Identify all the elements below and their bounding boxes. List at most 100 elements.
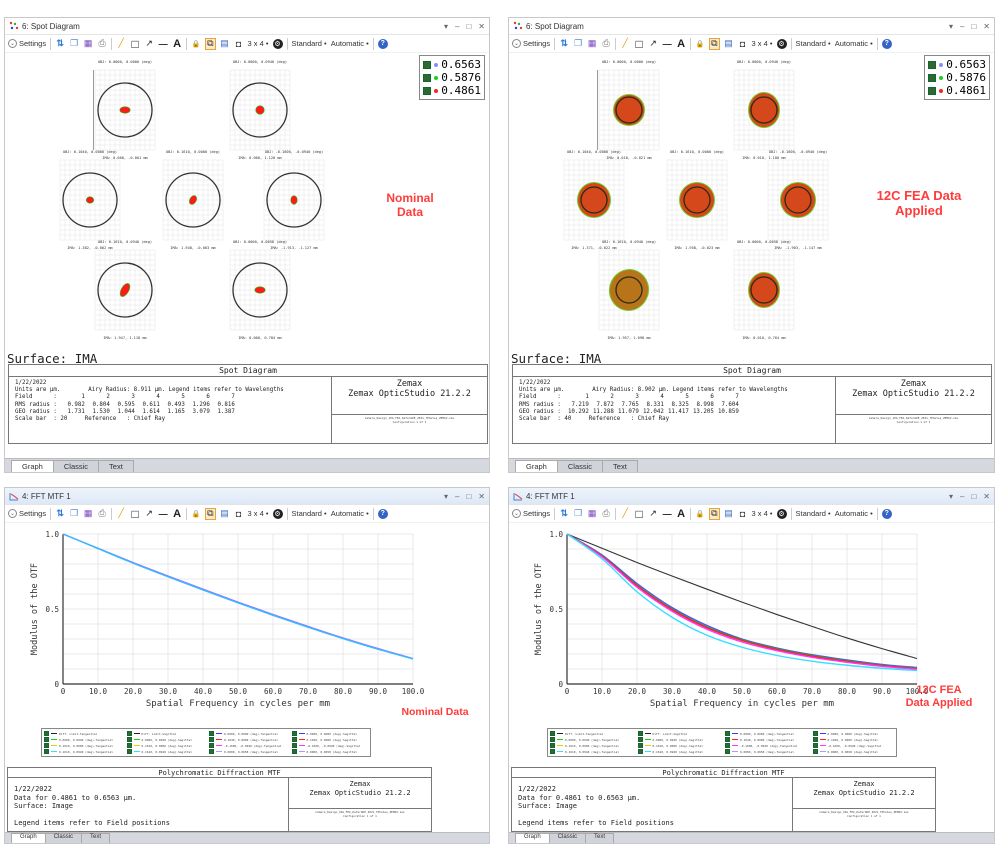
legend-checkbox[interactable] [209, 737, 214, 742]
layout-icon[interactable]: ▤ [220, 38, 229, 48]
save-icon[interactable]: ▦ [587, 508, 597, 518]
gear-icon[interactable]: ⚙ [776, 38, 787, 49]
gear-icon[interactable]: ⚙ [776, 508, 787, 519]
refresh-icon[interactable]: ⇅ [560, 508, 568, 518]
minimize-icon[interactable]: – [960, 21, 965, 31]
tab-text[interactable]: Text [98, 460, 134, 472]
tab-graph[interactable]: Graph [11, 460, 54, 472]
tab-graph[interactable]: Graph [11, 833, 46, 843]
print-icon[interactable]: ⎙ [98, 508, 106, 518]
close-icon[interactable]: ✕ [478, 21, 485, 31]
fit-window-icon[interactable]: ⧉ [205, 37, 216, 50]
fit-window-icon[interactable]: ⧉ [205, 507, 216, 520]
standard-select[interactable]: Standard • [795, 39, 831, 48]
legend-checkbox[interactable] [423, 73, 432, 82]
settings-button[interactable]: ⌄ Settings [512, 509, 550, 518]
tab-text[interactable]: Text [602, 460, 638, 472]
camera-icon[interactable]: ◘ [739, 38, 746, 49]
pencil-icon[interactable]: ╱ [118, 508, 124, 518]
text-icon[interactable]: A [677, 507, 686, 520]
legend-checkbox[interactable] [812, 731, 818, 736]
text-icon[interactable]: A [173, 507, 182, 520]
legend-checkbox[interactable] [812, 737, 818, 742]
legend-checkbox[interactable] [550, 737, 555, 742]
gear-icon[interactable]: ⚙ [272, 38, 283, 49]
window-titlebar[interactable]: 6: Spot Diagram ▾ – □ ✕ [509, 18, 994, 35]
legend-checkbox[interactable] [423, 86, 432, 95]
copy-icon[interactable]: ❐ [574, 38, 583, 48]
legend-checkbox[interactable] [209, 743, 214, 748]
close-icon[interactable]: ✕ [983, 491, 990, 501]
automatic-select[interactable]: Automatic • [330, 39, 369, 48]
close-icon[interactable]: ✕ [478, 491, 485, 501]
save-icon[interactable]: ▦ [83, 38, 93, 48]
fit-window-icon[interactable]: ⧉ [709, 507, 720, 520]
layout-select[interactable]: 3 x 4 • [751, 39, 773, 48]
copy-icon[interactable]: ❐ [70, 38, 79, 48]
help-icon[interactable]: ? [377, 38, 388, 49]
settings-button[interactable]: ⌄ Settings [512, 39, 550, 48]
pencil-icon[interactable]: ╱ [622, 38, 628, 48]
legend-checkbox[interactable] [812, 749, 818, 754]
legend-checkbox[interactable] [291, 749, 297, 754]
pencil-icon[interactable]: ╱ [118, 38, 124, 48]
print-icon[interactable]: ⎙ [602, 508, 610, 518]
dropdown-icon[interactable]: ▾ [443, 491, 448, 501]
automatic-select[interactable]: Automatic • [330, 509, 369, 518]
legend-checkbox[interactable] [44, 743, 49, 748]
help-icon[interactable]: ? [377, 508, 388, 519]
tab-graph[interactable]: Graph [515, 460, 558, 472]
save-icon[interactable]: ▦ [587, 38, 597, 48]
layout-select[interactable]: 3 x 4 • [247, 509, 269, 518]
tab-classic[interactable]: Classic [548, 833, 587, 843]
legend-checkbox[interactable] [928, 60, 937, 69]
dropdown-icon[interactable]: ▾ [948, 21, 953, 31]
tab-classic[interactable]: Classic [44, 833, 83, 843]
legend-checkbox[interactable] [725, 731, 730, 736]
window-titlebar[interactable]: 4: FFT MTF 1 ▾ – □ ✕ [5, 488, 489, 505]
settings-button[interactable]: ⌄ Settings [8, 39, 46, 48]
legend-checkbox[interactable] [812, 743, 818, 748]
save-icon[interactable]: ▦ [83, 508, 93, 518]
dropdown-icon[interactable]: ▾ [443, 21, 448, 31]
legend-checkbox[interactable] [725, 737, 730, 742]
refresh-icon[interactable]: ⇅ [56, 38, 64, 48]
camera-icon[interactable]: ◘ [235, 38, 242, 49]
legend-checkbox[interactable] [44, 737, 49, 742]
legend-checkbox[interactable] [550, 731, 555, 736]
minimize-icon[interactable]: – [455, 491, 460, 501]
dropdown-icon[interactable]: ▾ [948, 491, 953, 501]
line-icon[interactable]: ↗ [145, 38, 153, 48]
bar-icon[interactable]: — [158, 38, 168, 49]
copy-icon[interactable]: ❐ [70, 508, 79, 518]
line-icon[interactable]: ↗ [649, 38, 657, 48]
tab-classic[interactable]: Classic [556, 460, 604, 472]
bar-icon[interactable]: — [662, 38, 672, 49]
automatic-select[interactable]: Automatic • [834, 39, 873, 48]
standard-select[interactable]: Standard • [291, 39, 327, 48]
camera-icon[interactable]: ◘ [235, 508, 242, 519]
legend-checkbox[interactable] [291, 743, 297, 748]
maximize-icon[interactable]: □ [971, 21, 977, 31]
rectangle-icon[interactable]: □ [131, 506, 139, 521]
line-icon[interactable]: ↗ [145, 508, 153, 518]
settings-button[interactable]: ⌄ Settings [8, 509, 46, 518]
gear-icon[interactable]: ⚙ [272, 508, 283, 519]
standard-select[interactable]: Standard • [795, 509, 831, 518]
legend-checkbox[interactable] [423, 60, 432, 69]
lock-icon[interactable]: 🔒 [695, 510, 705, 518]
rectangle-icon[interactable]: □ [635, 506, 643, 521]
maximize-icon[interactable]: □ [971, 491, 977, 501]
legend-checkbox[interactable] [209, 749, 214, 754]
minimize-icon[interactable]: – [960, 491, 965, 501]
lock-icon[interactable]: 🔒 [191, 40, 201, 48]
rectangle-icon[interactable]: □ [635, 36, 643, 51]
layout-icon[interactable]: ▤ [724, 38, 733, 48]
legend-checkbox[interactable] [126, 743, 132, 748]
legend-checkbox[interactable] [725, 749, 730, 754]
lock-icon[interactable]: 🔒 [191, 510, 201, 518]
legend-checkbox[interactable] [550, 743, 555, 748]
bar-icon[interactable]: — [158, 508, 168, 519]
legend-checkbox[interactable] [44, 731, 49, 736]
tab-text[interactable]: Text [81, 833, 111, 843]
